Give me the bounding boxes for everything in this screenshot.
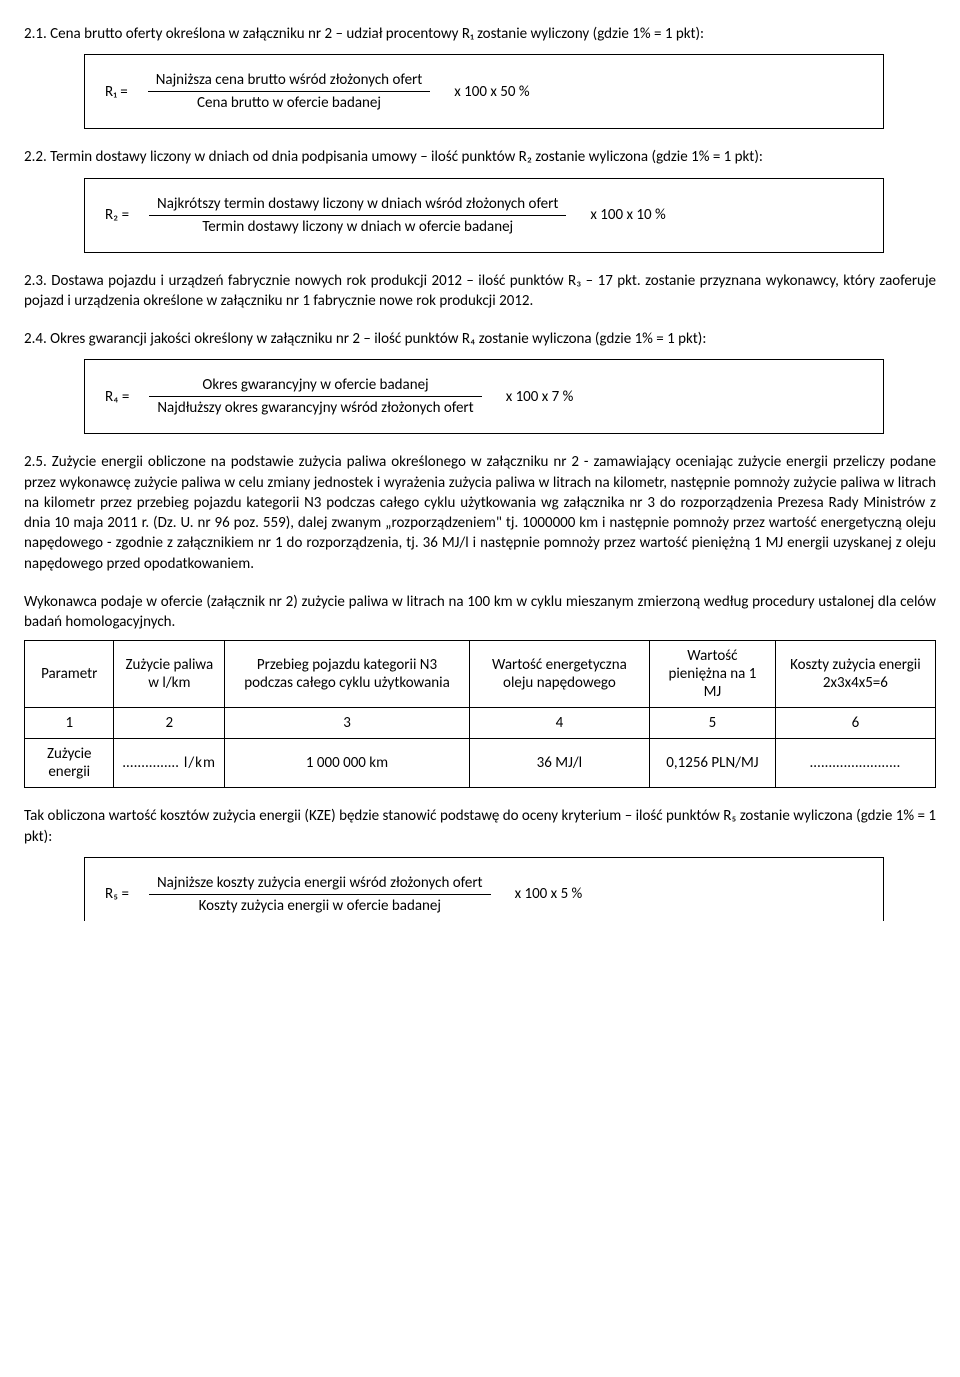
table-cell: …………… l/km xyxy=(114,739,225,788)
fraction-den: Najdłuższy okres gwarancyjny wśród złożo… xyxy=(149,397,481,419)
fraction-r2: Najkrótszy termin dostawy liczony w dnia… xyxy=(149,193,566,238)
table-cell: 0,1256 PLN/MJ xyxy=(650,739,776,788)
fraction-num: Najniższe koszty zużycia energii wśród z… xyxy=(149,872,491,894)
table-header: Koszty zużycia energii 2x3x4x5=6 xyxy=(775,641,935,708)
table-cell: 3 xyxy=(225,708,470,739)
section-2-5-p3: Tak obliczona wartość kosztów zużycia en… xyxy=(24,806,936,847)
fraction-den: Cena brutto w ofercie badanej xyxy=(189,92,389,114)
table-data-row: Zużycie energii …………… l/km 1 000 000 km … xyxy=(25,739,936,788)
fraction-r4: Okres gwarancyjny w ofercie badanej Najd… xyxy=(149,374,481,419)
table-header: Zużycie paliwa w l/km xyxy=(114,641,225,708)
table-cell: Zużycie energii xyxy=(25,739,114,788)
fraction-den: Koszty zużycia energii w ofercie badanej xyxy=(191,895,449,917)
formula-label-r1: R₁ = xyxy=(105,83,128,101)
fraction-r1: Najniższa cena brutto wśród złożonych of… xyxy=(148,69,431,114)
fraction-r5: Najniższe koszty zużycia energii wśród z… xyxy=(149,872,491,917)
energy-table: Parametr Zużycie paliwa w l/km Przebieg … xyxy=(24,640,936,788)
table-header-row: Parametr Zużycie paliwa w l/km Przebieg … xyxy=(25,641,936,708)
formula-mult-r2: x 100 x 10 % xyxy=(590,206,665,224)
table-cell: 1 000 000 km xyxy=(225,739,470,788)
table-header: Przebieg pojazdu kategorii N3 podczas ca… xyxy=(225,641,470,708)
section-2-4-intro: 2.4. Okres gwarancji jakości określony w… xyxy=(24,329,936,349)
table-cell: 1 xyxy=(25,708,114,739)
formula-label-r5: R₅ = xyxy=(105,885,129,903)
formula-box-r4: R₄ = Okres gwarancyjny w ofercie badanej… xyxy=(84,359,884,434)
formula-mult-r5: x 100 x 5 % xyxy=(515,885,583,903)
formula-label-r4: R₄ = xyxy=(105,388,129,406)
formula-label-r2: R₂ = xyxy=(105,206,129,224)
section-2-5-p2: Wykonawca podaje w ofercie (załącznik nr… xyxy=(24,592,936,633)
section-2-5-p1: 2.5. Zużycie energii obliczone na podsta… xyxy=(24,452,936,574)
formula-mult-r4: x 100 x 7 % xyxy=(506,388,574,406)
table-cell: 6 xyxy=(775,708,935,739)
fraction-num: Okres gwarancyjny w ofercie badanej xyxy=(194,374,436,396)
fraction-num: Najniższa cena brutto wśród złożonych of… xyxy=(148,69,431,91)
fraction-num: Najkrótszy termin dostawy liczony w dnia… xyxy=(149,193,566,215)
table-cell: 36 MJ/l xyxy=(469,739,649,788)
formula-box-r1: R₁ = Najniższa cena brutto wśród złożony… xyxy=(84,54,884,129)
table-cell: 2 xyxy=(114,708,225,739)
formula-box-r2: R₂ = Najkrótszy termin dostawy liczony w… xyxy=(84,178,884,253)
formula-mult-r1: x 100 x 50 % xyxy=(454,83,529,101)
fraction-den: Termin dostawy liczony w dniach w oferci… xyxy=(194,216,521,238)
table-header: Parametr xyxy=(25,641,114,708)
table-header: Wartość energetyczna oleju napędowego xyxy=(469,641,649,708)
table-number-row: 1 2 3 4 5 6 xyxy=(25,708,936,739)
table-header: Wartość pieniężna na 1 MJ xyxy=(650,641,776,708)
section-2-3-text: 2.3. Dostawa pojazdu i urządzeń fabryczn… xyxy=(24,271,936,312)
table-cell: 5 xyxy=(650,708,776,739)
table-cell: …………………… xyxy=(775,739,935,788)
formula-box-r5: R₅ = Najniższe koszty zużycia energii wś… xyxy=(84,857,884,921)
section-2-1-intro: 2.1. Cena brutto oferty określona w załą… xyxy=(24,24,936,44)
table-cell: 4 xyxy=(469,708,649,739)
section-2-2-intro: 2.2. Termin dostawy liczony w dniach od … xyxy=(24,147,936,167)
